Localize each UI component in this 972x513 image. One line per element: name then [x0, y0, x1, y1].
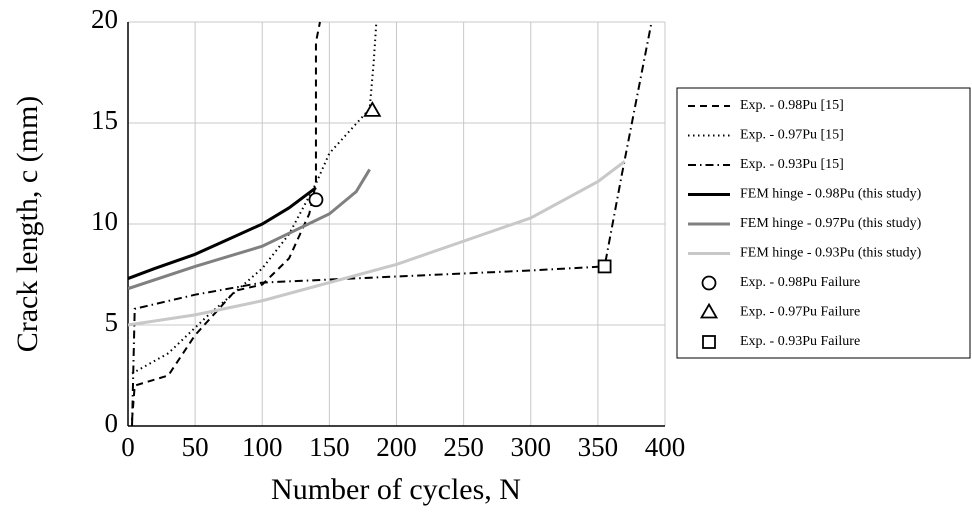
data-line: [131, 21, 378, 375]
x-tick-label: 400: [645, 432, 686, 462]
y-tick-label: 10: [91, 206, 118, 236]
legend-label: FEM hinge - 0.97Pu (this study): [740, 216, 922, 231]
legend-label: Exp. - 0.98Pu Failure: [740, 275, 860, 290]
legend-label: Exp. - 0.93Pu Failure: [740, 334, 860, 349]
data-line: [128, 186, 317, 280]
legend-marker: [699, 302, 719, 319]
y-tick-label: 0: [105, 408, 119, 438]
x-tick-label: 150: [309, 432, 350, 462]
x-axis-label: Number of cycles, N: [271, 473, 521, 506]
x-tick-label: 50: [182, 432, 209, 462]
legend-label: Exp. - 0.97Pu [15]: [740, 128, 844, 143]
legend-marker: [702, 335, 716, 349]
data-line: [128, 168, 371, 291]
legend-marker: [701, 275, 717, 291]
failure-point: [363, 101, 382, 117]
y-tick-label: 15: [91, 105, 118, 135]
data-line: [131, 21, 653, 426]
x-tick-label: 250: [443, 432, 484, 462]
y-tick-label: 5: [105, 307, 119, 337]
y-axis-label: Crack length, c (mm): [11, 96, 44, 353]
x-tick-label: 200: [376, 432, 417, 462]
x-tick-label: 100: [242, 432, 283, 462]
legend-label: Exp. - 0.93Pu [15]: [740, 157, 844, 172]
legend-label: FEM hinge - 0.93Pu (this study): [740, 246, 922, 261]
y-tick-label: 20: [91, 4, 118, 34]
x-tick-label: 350: [578, 432, 619, 462]
x-tick-label: 0: [121, 432, 135, 462]
data-line: [128, 160, 626, 327]
legend-label: FEM hinge - 0.98Pu (this study): [740, 187, 922, 202]
data-line: [131, 21, 321, 421]
failure-point: [308, 192, 324, 208]
x-tick-label: 300: [511, 432, 552, 462]
failure-point: [597, 259, 612, 274]
legend-label: Exp. - 0.98Pu [15]: [740, 98, 844, 113]
legend-label: Exp. - 0.97Pu Failure: [740, 305, 860, 320]
